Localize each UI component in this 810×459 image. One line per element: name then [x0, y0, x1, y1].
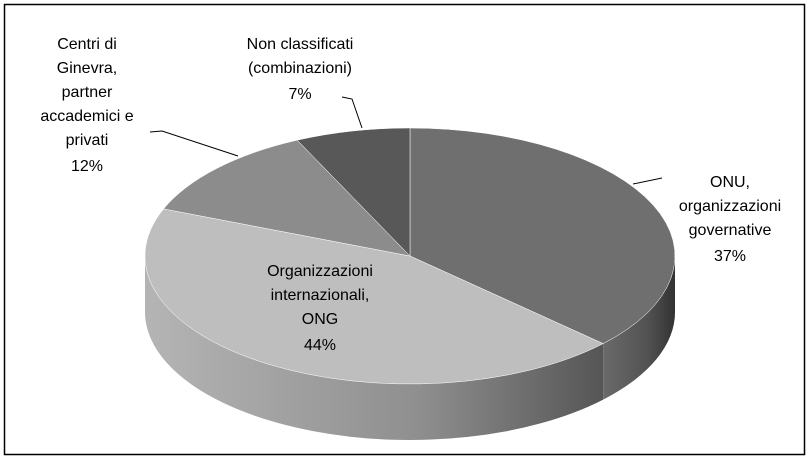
leader-line — [149, 130, 239, 157]
pie-slice — [296, 127, 411, 257]
pie-slice — [163, 139, 411, 257]
label-line: (combinazioni) — [248, 60, 352, 77]
label-line: organizzazioni — [679, 198, 781, 215]
data-value-label: 44% — [304, 337, 336, 354]
label-line: privati — [66, 132, 109, 149]
leader-line — [632, 177, 663, 185]
data-label: Non classificati (combinazioni) — [247, 36, 354, 77]
label-line: Organizzazioni — [267, 263, 373, 280]
data-label: Organizzazioni internazionali, ONG — [267, 263, 373, 328]
leader-line — [341, 96, 363, 129]
pie-side-shade — [145, 256, 604, 441]
label-line: Centri di — [57, 36, 117, 53]
pie-side-shade — [603, 256, 675, 400]
label-line: ONU, — [710, 174, 750, 191]
data-value-label: 7% — [288, 86, 311, 103]
data-label: ONU, organizzazioni governative — [679, 174, 781, 239]
pie-slice — [409, 127, 676, 344]
data-value-label: 37% — [714, 248, 746, 265]
label-line: accademici e — [40, 108, 133, 125]
label-line: governative — [689, 222, 772, 239]
label-line: internazionali, — [271, 287, 370, 304]
pie-slice — [144, 208, 604, 385]
data-label: Centri di Ginevra, partner accademici e priv… — [40, 36, 133, 149]
label-line: ONG — [302, 311, 338, 328]
label-line: partner — [62, 84, 113, 101]
data-value-label: 12% — [71, 158, 103, 175]
label-line: Non classificati — [247, 36, 354, 53]
label-line: Ginevra, — [57, 60, 117, 77]
